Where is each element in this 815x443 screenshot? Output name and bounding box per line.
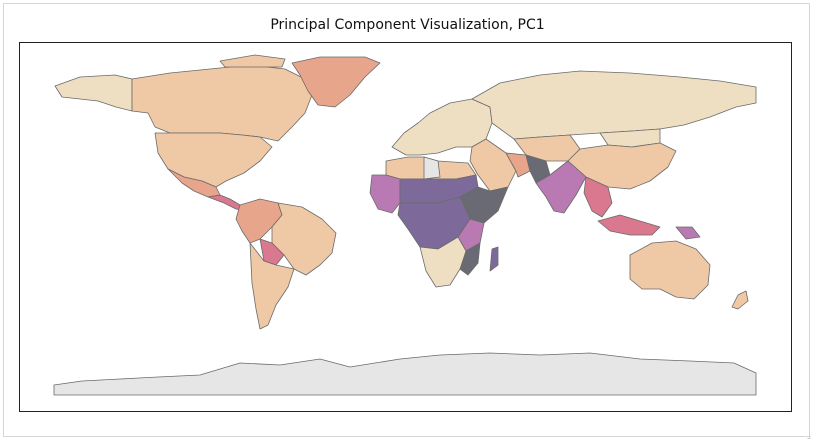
region-greenland	[291, 56, 381, 108]
region-canada	[131, 64, 313, 142]
world-map	[53, 54, 757, 396]
land-regions	[53, 54, 757, 396]
region-russia	[471, 70, 757, 140]
region-india	[535, 160, 587, 214]
region-antarctica	[53, 352, 757, 396]
region-canada-islands	[219, 54, 286, 68]
region-iran	[505, 152, 531, 178]
map-axes	[19, 42, 792, 412]
region-united-states	[154, 132, 273, 188]
region-madagascar	[489, 246, 499, 272]
region-australia	[629, 240, 711, 300]
region-new-zealand	[731, 290, 749, 310]
region-argentina-chile	[249, 242, 295, 330]
region-andean	[235, 198, 283, 244]
region-west-africa	[369, 174, 401, 214]
region-china	[567, 142, 677, 190]
figure-frame	[3, 3, 810, 437]
region-papua-new-guinea	[675, 226, 701, 240]
resize-grip-icon: ⌟	[806, 431, 811, 441]
region-alaska	[54, 74, 133, 112]
region-libya	[423, 156, 441, 180]
region-southern-africa	[419, 236, 467, 288]
region-brazil	[271, 202, 337, 276]
map-title: Principal Component Visualization, PC1	[270, 17, 545, 33]
region-bolivia	[259, 238, 285, 266]
region-indonesia	[597, 214, 661, 236]
region-southeast-asia	[583, 176, 613, 218]
